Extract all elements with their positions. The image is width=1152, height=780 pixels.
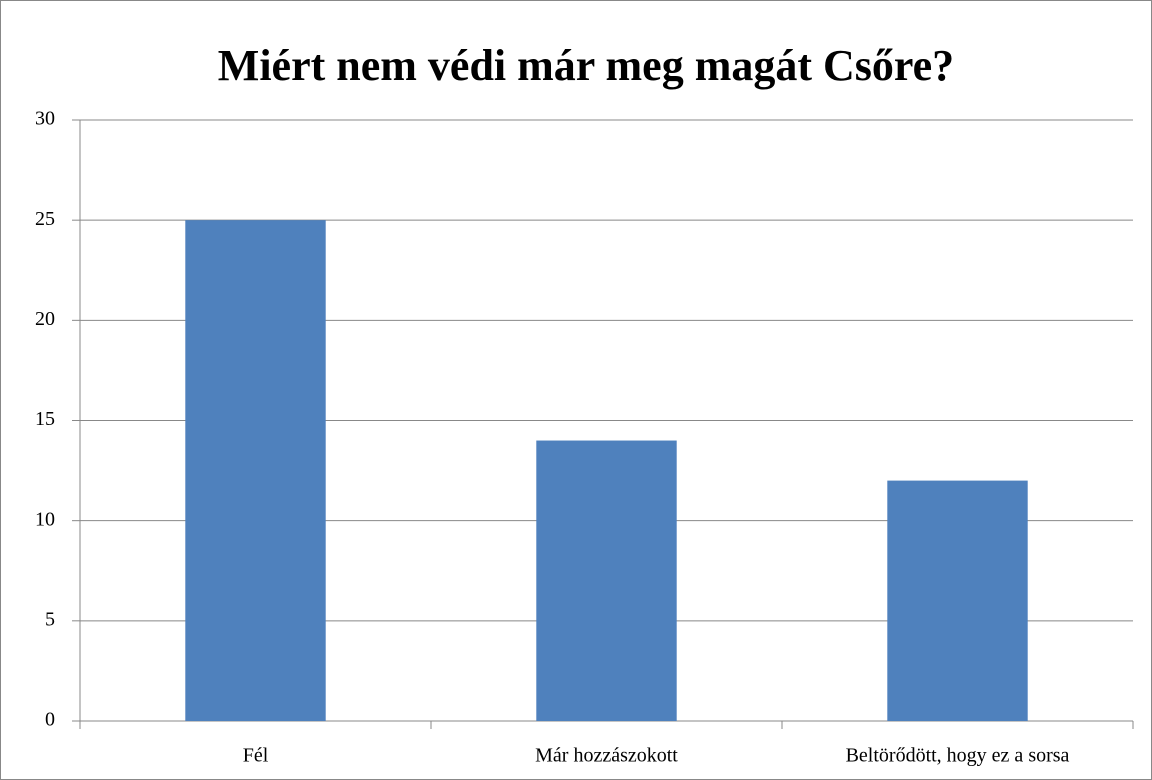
- y-tick-label: 5: [45, 608, 55, 630]
- y-tick-label: 20: [35, 308, 55, 330]
- y-tick-label: 25: [35, 208, 55, 230]
- y-tick-label: 15: [35, 408, 55, 430]
- x-tick-label: Beltörődött, hogy ez a sorsa: [846, 745, 1070, 767]
- y-tick-label: 10: [35, 508, 55, 530]
- y-tick-label: 0: [45, 709, 55, 731]
- bar: [185, 220, 326, 721]
- bar: [887, 480, 1028, 721]
- x-tick-label: Már hozzászokott: [535, 745, 678, 767]
- x-tick-label: Fél: [243, 745, 269, 767]
- y-tick-label: 30: [35, 108, 55, 130]
- chart-title: Miért nem védi már meg magát Csőre?: [218, 41, 954, 90]
- bar: [536, 440, 677, 721]
